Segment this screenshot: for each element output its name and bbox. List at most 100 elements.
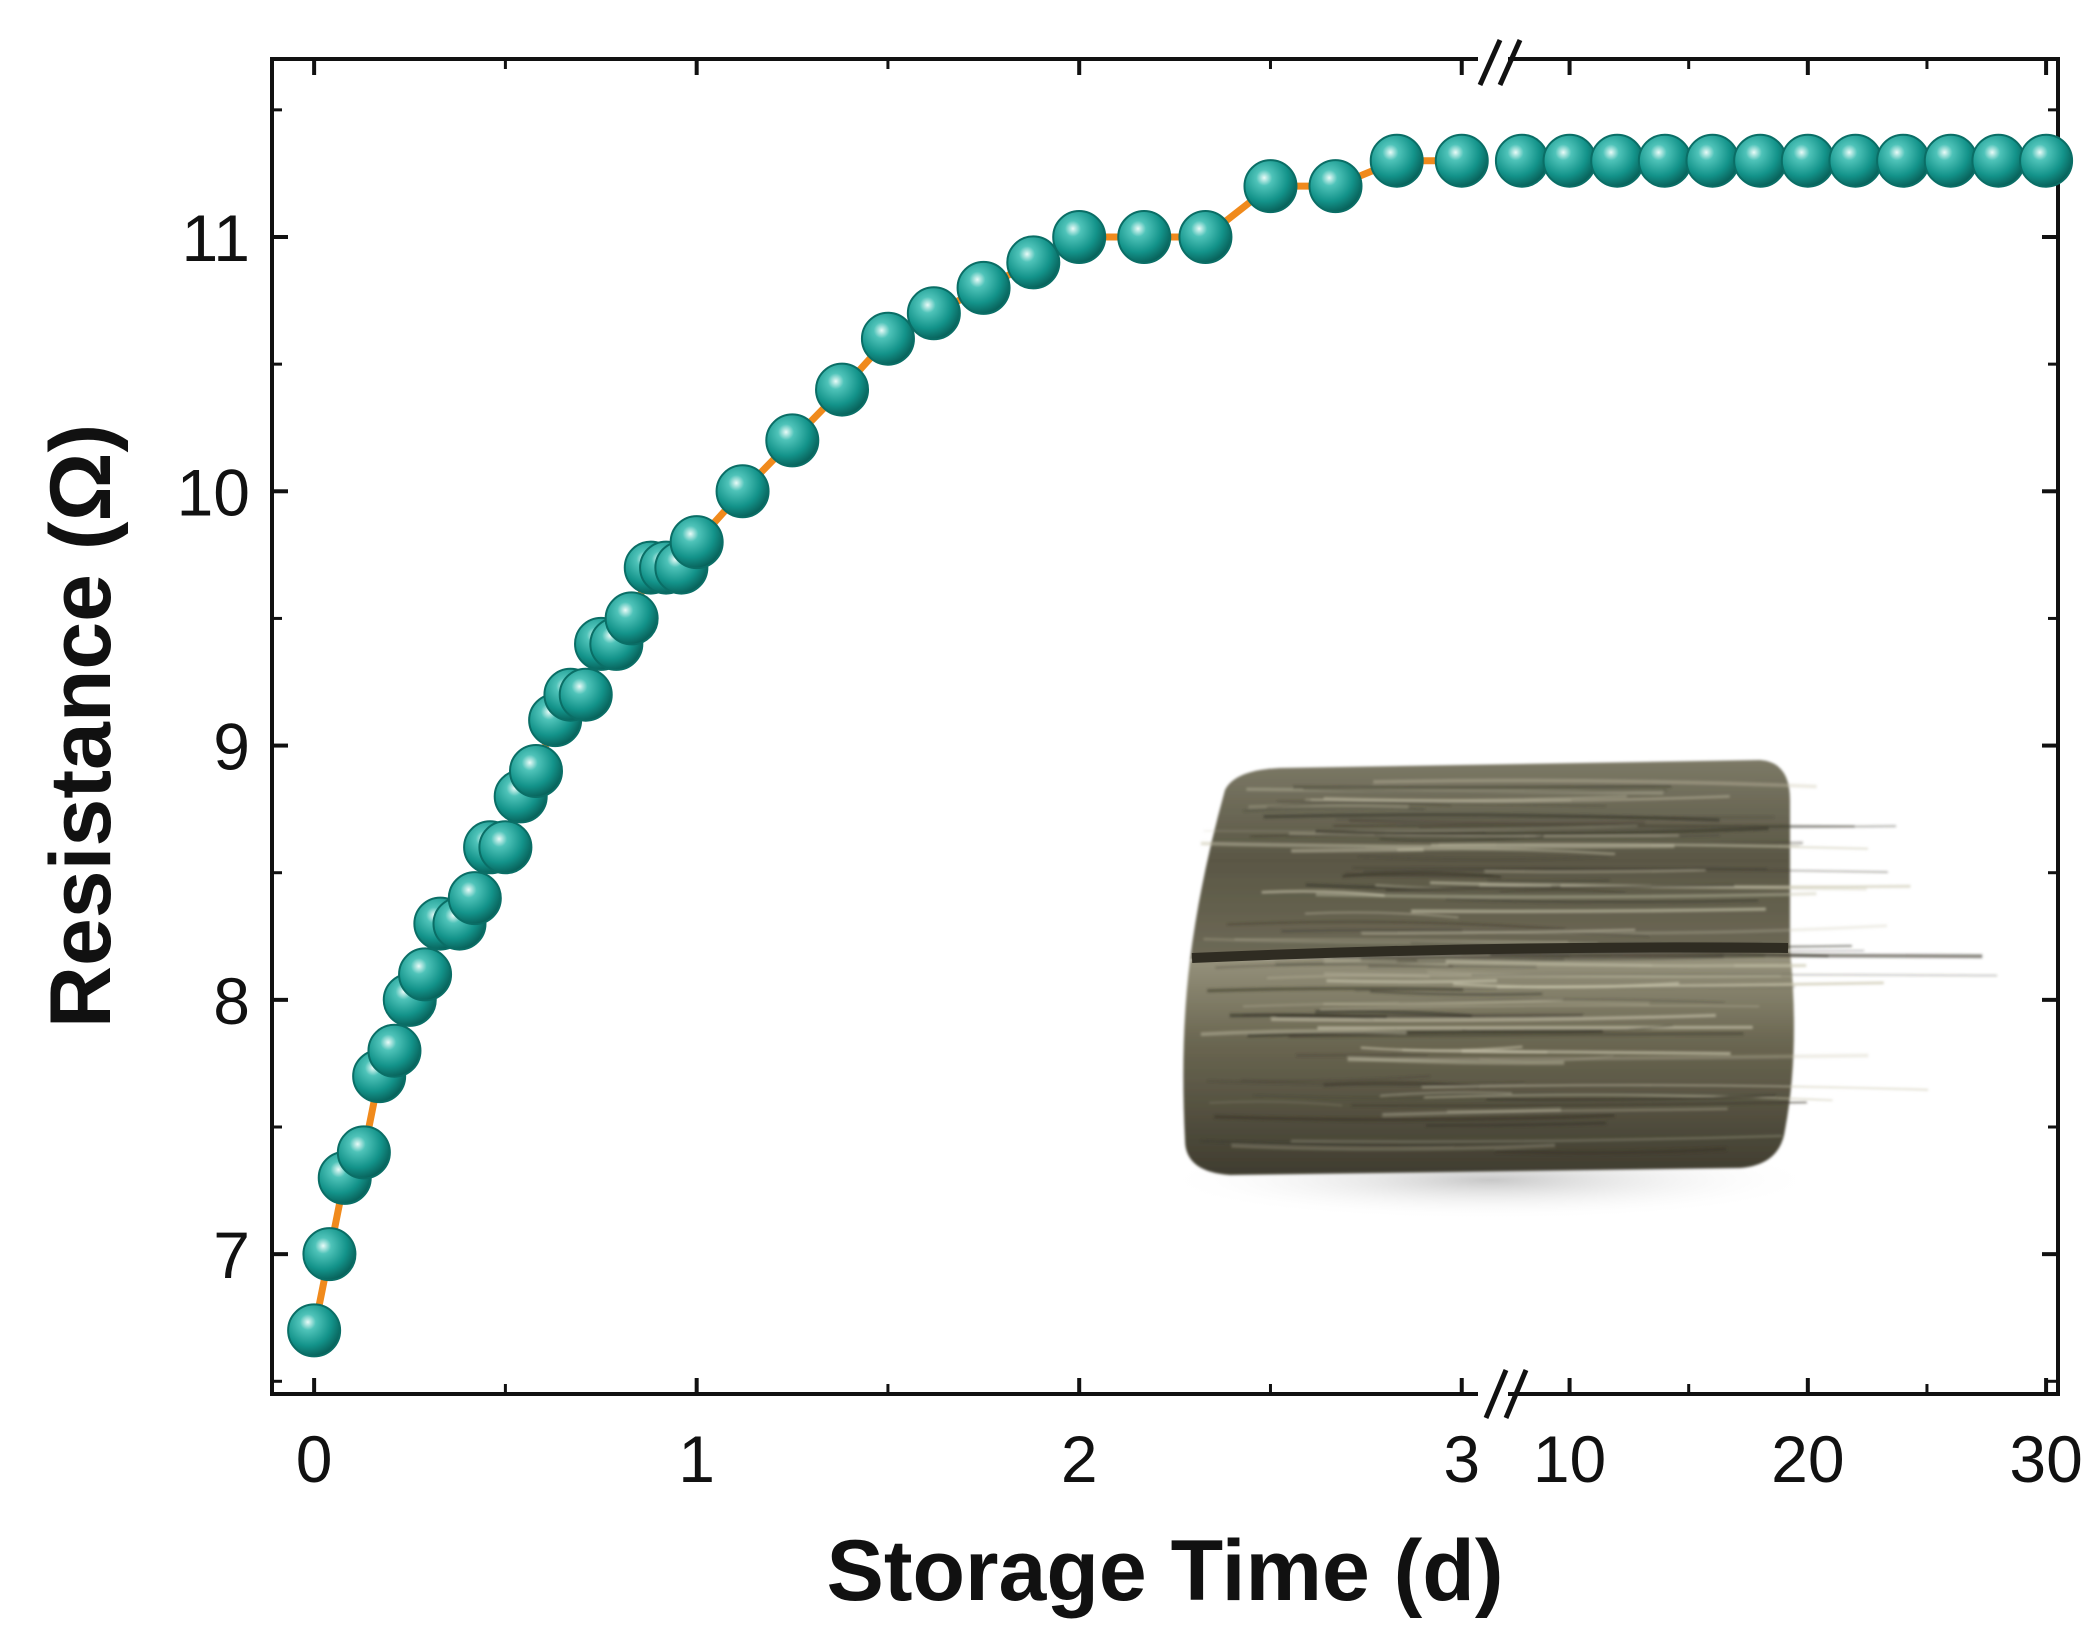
data-point: [447, 871, 502, 926]
rock-streak: [1271, 1013, 1716, 1022]
rock-streak: [1242, 1001, 1650, 1008]
rock-texture: [1200, 778, 1998, 1155]
rock-streak: [1207, 1079, 1525, 1086]
rock-streak: [1453, 981, 1680, 989]
rock-streak: [1317, 1025, 1753, 1030]
rock-streak: [1227, 921, 1566, 931]
data-point: [398, 947, 453, 1002]
rock-streak: [1484, 869, 1706, 873]
y-axis-title: Resistance (Ω): [33, 424, 129, 1028]
data-point: [2019, 133, 2074, 188]
rock-streak: [1336, 815, 1775, 821]
data-point: [1590, 133, 1645, 188]
rock-streak: [1231, 1143, 1556, 1151]
rock-streak: [1324, 972, 1781, 979]
x-tick-label: 10: [1533, 1422, 1606, 1496]
rock-streak: [1382, 1108, 1562, 1117]
data-point: [302, 1227, 357, 1282]
x-tick-label: 30: [2009, 1422, 2082, 1496]
data-point: [1780, 133, 1835, 188]
rock-streak: [1261, 889, 1385, 897]
rock-streak: [1243, 806, 1425, 813]
data-point: [478, 820, 533, 875]
rock-streak: [1348, 819, 1646, 825]
data-point: [367, 1023, 422, 1078]
rock-streak: [1352, 867, 1888, 873]
data-point: [1494, 133, 1549, 188]
data-point: [558, 667, 613, 722]
series-points: [287, 133, 2074, 1358]
rock-streak: [1266, 802, 1451, 808]
rock-streak: [1320, 1004, 1760, 1010]
rock-streak: [1421, 1084, 1929, 1091]
rock-streak: [1326, 979, 1498, 984]
x-tick-label: 2: [1061, 1422, 1098, 1496]
rock-streak: [1374, 834, 1721, 840]
rock-streak: [1385, 884, 1735, 892]
data-point: [1685, 133, 1740, 188]
rock-streak: [1471, 973, 1998, 977]
rock-streak: [1424, 1094, 1833, 1101]
data-point: [1923, 133, 1978, 188]
series-line: [310, 157, 2047, 1332]
rock-streak: [1425, 1121, 1607, 1128]
rock-streak: [1411, 907, 1766, 914]
data-point: [1006, 235, 1061, 290]
data-point: [1052, 210, 1107, 264]
x-tick-label: 3: [1443, 1422, 1480, 1496]
data-point: [1434, 133, 1489, 188]
rock-streak: [1333, 824, 1855, 828]
rock-streak: [1490, 952, 1983, 959]
y-tick-label: 7: [213, 1218, 250, 1292]
data-point: [1369, 133, 1424, 188]
rock-streak: [1288, 1031, 1744, 1039]
data-point: [1178, 210, 1233, 264]
rock-streak: [1486, 1094, 1776, 1102]
sample-photo-inset: [1160, 760, 1998, 1220]
rock-streak: [1445, 897, 1759, 904]
rock-streak: [1431, 843, 1869, 850]
rock-streak: [1200, 1029, 1407, 1037]
rock-streak: [1351, 1101, 1807, 1107]
rock-streak: [1315, 892, 1817, 899]
rock-streak: [1209, 1101, 1343, 1106]
data-point: [906, 286, 961, 341]
rock-streak: [1379, 835, 1544, 842]
rock-streak: [1291, 1134, 1782, 1143]
x-axis-title: Storage Time (d): [827, 1523, 1504, 1619]
rock-streak: [1295, 1053, 1429, 1058]
rock-streak: [1240, 1075, 1431, 1082]
rock-streak: [1344, 872, 1493, 878]
y-tick-label: 10: [177, 455, 250, 529]
axes: 7 8 9 10 11 0 1 2 3 10 20 30: [177, 59, 2083, 1496]
rock-streak: [1203, 825, 1638, 833]
data-point: [509, 744, 563, 798]
rock-streak: [1360, 954, 1765, 962]
rock-streak: [1373, 778, 1817, 789]
rock-streak: [1304, 911, 1459, 919]
data-point: [765, 413, 820, 468]
data-point: [1637, 133, 1692, 188]
data-point: [604, 591, 659, 646]
rock-streak: [1347, 1053, 1869, 1062]
axis-break-marker: [1477, 38, 1529, 1419]
rock-streak: [1495, 1147, 1727, 1155]
rock-streak: [1248, 804, 1409, 809]
data-point: [815, 362, 870, 417]
data-point: [1971, 133, 2026, 188]
data-point: [956, 260, 1011, 315]
rock-streak: [1445, 959, 1807, 968]
rock-streak: [1418, 825, 1897, 830]
rock-streak: [1397, 848, 1616, 856]
x-tick-label: 0: [296, 1422, 333, 1496]
rock-streak: [1276, 1013, 1584, 1019]
rock-streak: [1263, 813, 1720, 822]
plot-frame: [270, 57, 2060, 1396]
data-point: [1733, 133, 1788, 188]
data-point: [287, 1303, 342, 1358]
data-point: [860, 311, 915, 366]
x-tick-label: 1: [678, 1422, 715, 1496]
rock-streak: [1363, 867, 1768, 873]
rock-streak: [1402, 1048, 1548, 1054]
